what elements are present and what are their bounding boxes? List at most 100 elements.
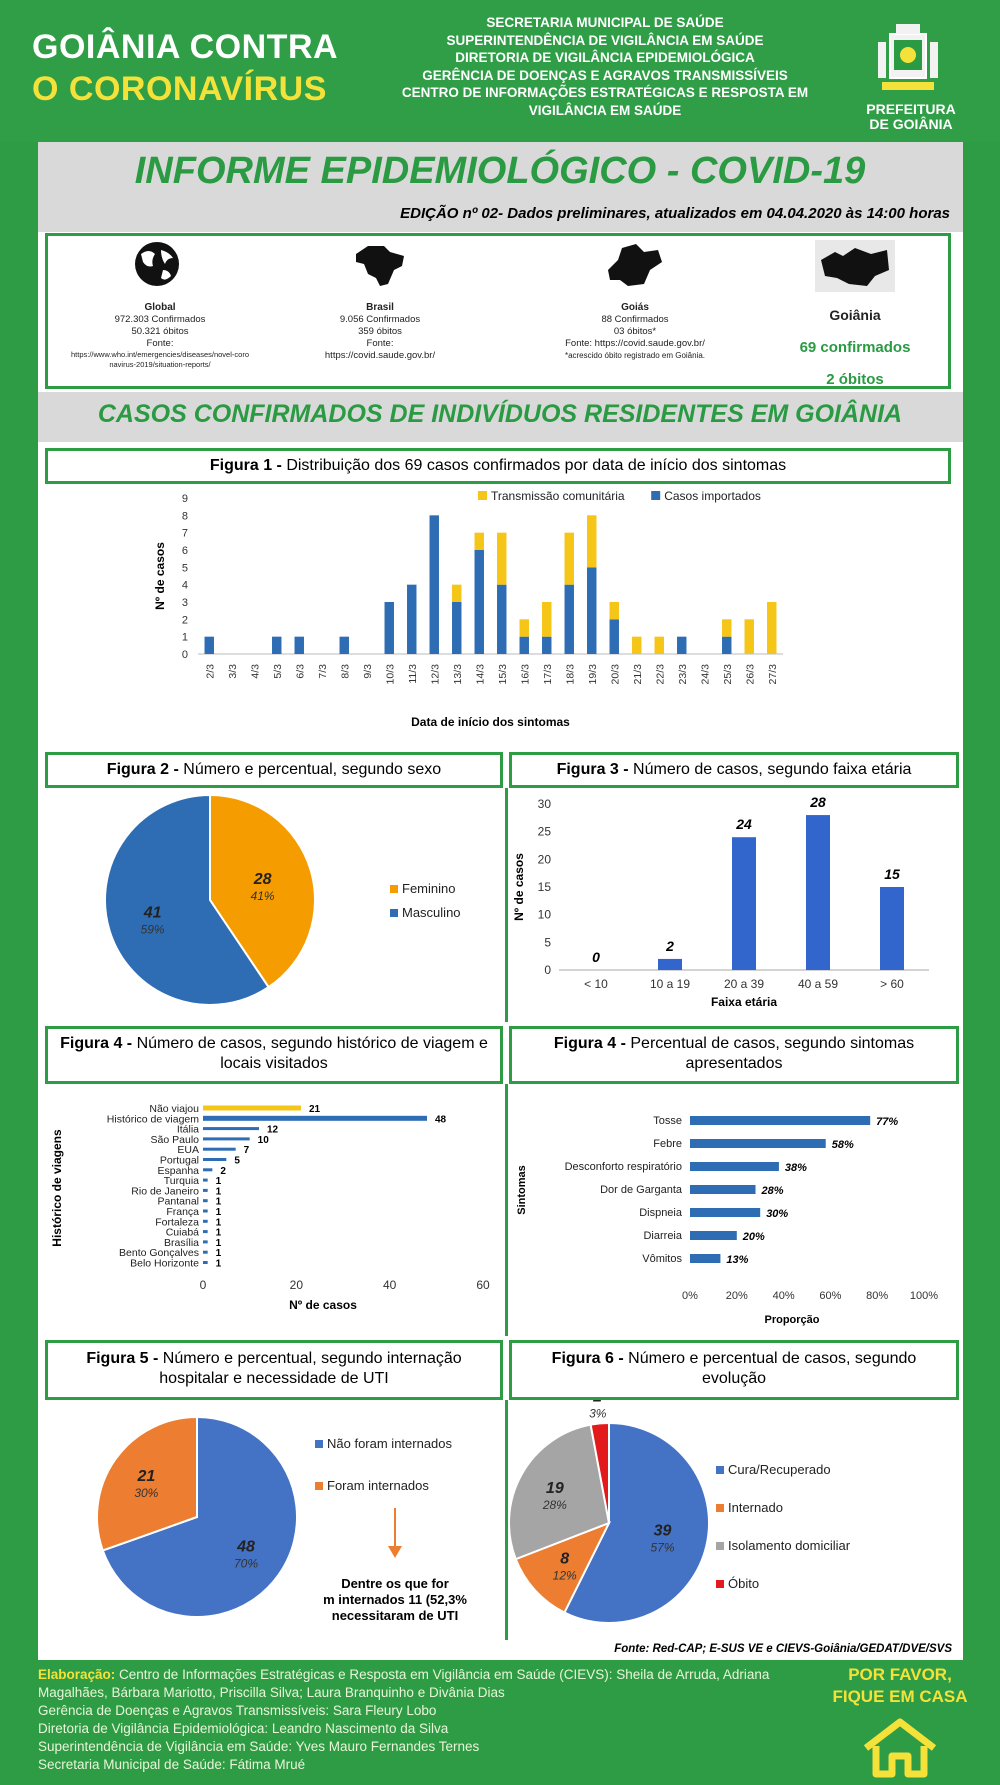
y-axis-label: Nº de casos xyxy=(153,542,167,610)
pie-pct-label: 41% xyxy=(251,889,275,903)
symptom-bar xyxy=(690,1162,779,1171)
symptom-bar xyxy=(690,1116,871,1125)
x-tick-label: 20/3 xyxy=(609,664,621,685)
stats-box xyxy=(45,233,951,389)
travel-bar xyxy=(203,1250,208,1254)
pie-value-label: 19 xyxy=(546,1480,564,1497)
x-tick-label: 100% xyxy=(910,1290,938,1302)
secretaria-block: SECRETARIA MUNICIPAL DE SAÚDE SUPERINTEN… xyxy=(380,14,830,119)
divider xyxy=(505,1400,508,1640)
x-tick-label: > 60 xyxy=(880,977,904,991)
travel-bar xyxy=(203,1219,208,1223)
bar-value-label: 1 xyxy=(216,1176,222,1187)
x-axis-label: Data de início dos sintomas xyxy=(411,715,570,729)
x-tick-label: 13/3 xyxy=(452,664,464,685)
prefeitura-label: PREFEITURA DE GOIÂNIA xyxy=(856,102,966,132)
title-band xyxy=(38,142,963,232)
bar-importado xyxy=(542,636,552,654)
y-tick-label: São Paulo xyxy=(151,1134,200,1146)
x-tick-label: 10/3 xyxy=(384,664,396,685)
stat-brasil-source-link[interactable]: https://covid.saude.gov.br/ xyxy=(324,350,436,361)
y-tick-label: 6 xyxy=(182,545,188,557)
bar-importado xyxy=(587,567,597,654)
y-tick-label: Histórico de viagem xyxy=(107,1113,199,1125)
secretaria-line: CENTRO DE INFORMAÇÕES ESTRATÉGICAS E RES… xyxy=(401,85,809,100)
footer-credits: Elaboração: Centro de Informações Estrat… xyxy=(38,1666,818,1774)
travel-bar xyxy=(203,1127,259,1131)
fig4b-title: Figura 4 - Percentual de casos, segundo … xyxy=(519,1034,949,1074)
bar-comunitaria xyxy=(632,636,642,654)
bar-importado xyxy=(429,515,439,654)
travel-bar xyxy=(203,1188,208,1192)
goiania-map-icon xyxy=(815,240,895,292)
x-axis-label: Proporção xyxy=(764,1314,819,1326)
fig2-label: Figura 2 - xyxy=(106,761,179,778)
globe-icon xyxy=(135,242,179,286)
bar-value-label: 77% xyxy=(876,1116,898,1128)
house-icon xyxy=(863,1718,937,1778)
travel-bar xyxy=(203,1137,250,1141)
bar-comunitaria xyxy=(474,532,484,550)
fig6-label: Figura 6 - xyxy=(551,1350,624,1367)
bar-value-label: 2 xyxy=(220,1166,226,1177)
x-tick-label: 20 a 39 xyxy=(724,977,764,991)
legend-label: Isolamento domiciliar xyxy=(728,1538,851,1553)
stat-global-name: Global xyxy=(144,302,176,313)
y-tick-label: 20 xyxy=(538,852,552,866)
x-tick-label: 10 a 19 xyxy=(650,977,690,991)
subtitle-band xyxy=(38,392,963,442)
legend-swatch xyxy=(390,885,398,893)
x-tick-label: 6/3 xyxy=(294,664,306,679)
stat-line: 9.056 Confirmados xyxy=(339,314,421,325)
travel-bar xyxy=(203,1147,236,1151)
pie-value-label: 21 xyxy=(136,1468,155,1485)
y-tick-label: Diarreia xyxy=(643,1230,682,1242)
y-tick-label: Espanha xyxy=(158,1165,200,1177)
x-tick-label: 8/3 xyxy=(339,664,351,679)
y-tick-label: Dispneia xyxy=(639,1207,683,1219)
fig1-text: Distribuição dos 69 casos confirmados po… xyxy=(281,457,787,474)
legend-swatch xyxy=(478,491,487,500)
stat-brasil: Brasil 9.056 Confirmados 359 óbitos Font… xyxy=(290,302,470,362)
fig5-label: Figura 5 - xyxy=(86,1350,159,1367)
footer-line: Secretaria Municipal de Saúde: Fátima Mr… xyxy=(38,1757,306,1772)
stat-global-source-link[interactable]: https://www.who.int/emergencies/diseases… xyxy=(70,350,249,369)
x-tick-label: 0% xyxy=(682,1290,698,1302)
travel-bar xyxy=(203,1230,208,1234)
stat-goiania-deaths: 2 óbitos xyxy=(826,371,884,388)
pie-slice xyxy=(509,1423,611,1561)
footer-line: Diretoria de Vigilância Epidemiológica: … xyxy=(38,1721,449,1736)
x-tick-label: 24/3 xyxy=(699,664,711,685)
travel-bar xyxy=(203,1178,208,1182)
pie-value-label: 8 xyxy=(560,1550,569,1567)
pie-slice xyxy=(563,1421,710,1624)
legend-label: Internado xyxy=(728,1500,783,1515)
bar-value-label: 1 xyxy=(216,1228,222,1239)
pie-pct-label: 70% xyxy=(234,1557,258,1571)
pie-pct-label: 3% xyxy=(589,1407,607,1421)
x-tick-label: 21/3 xyxy=(632,664,644,685)
pie-pct-label: 12% xyxy=(553,1568,577,1582)
uti-note: m internados 11 (52,3% xyxy=(323,1592,467,1607)
legend-label: Foram internados xyxy=(327,1478,429,1493)
stat-line: Fonte: https://covid.saude.gov.br/ xyxy=(565,338,705,349)
bar-value-label: 28 xyxy=(809,794,826,810)
travel-bar xyxy=(203,1209,208,1213)
footer-line: Superintendência de Vigilância em Saúde:… xyxy=(38,1739,480,1754)
y-axis-label: Nº de casos xyxy=(512,853,526,921)
bar-value-label: 5 xyxy=(234,1156,240,1167)
y-tick-label: 3 xyxy=(182,597,188,609)
legend-swatch xyxy=(716,1466,724,1474)
travel-bar xyxy=(203,1115,427,1121)
bar-value-label: 1 xyxy=(216,1259,222,1270)
fig3-label: Figura 3 - xyxy=(556,761,629,778)
bar-importado xyxy=(519,636,529,654)
legend-swatch xyxy=(390,909,398,917)
x-tick-label: 20 xyxy=(290,1278,304,1292)
prefeitura-line: DE GOIÂNIA xyxy=(869,116,953,132)
bar-importado xyxy=(339,636,349,654)
legend-label: Transmissão comunitária xyxy=(491,489,625,503)
y-tick-label: França xyxy=(166,1206,199,1218)
x-tick-label: 11/3 xyxy=(407,664,419,684)
